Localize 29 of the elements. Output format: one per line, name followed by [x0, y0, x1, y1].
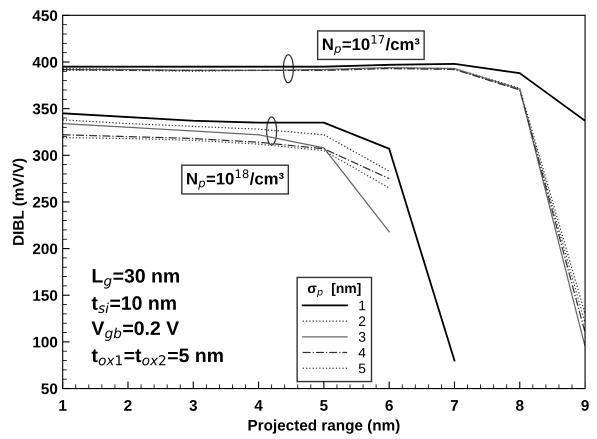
- x-tick-label: 3: [189, 400, 197, 411]
- annotation: N$_{p}$=10$^{18}$/cm³: [187, 169, 284, 190]
- y-tick-label: 100: [33, 336, 58, 348]
- legend-title: σ$_{p}$ [nm]: [308, 282, 361, 298]
- legend-label: 5: [358, 364, 366, 374]
- legend-label: 4: [358, 348, 366, 358]
- y-tick-label: 50: [41, 383, 58, 394]
- x-tick-label: 8: [516, 400, 524, 411]
- legend-label: 1: [359, 300, 366, 310]
- x-tick-label: 6: [385, 400, 393, 411]
- annotation: N$_{p}$=10$^{17}$/cm³: [322, 35, 420, 56]
- y-tick-label: 450: [32, 10, 58, 22]
- x-tick-label: 9: [581, 400, 589, 411]
- x-tick-label: 5: [320, 400, 328, 411]
- text: L$_{g}$=30 nm t$_{si}$=10 nm V$_{gb}$=0.2 V t$_{ox1}$=t$_{ox2}$=5 nm: [92, 268, 223, 366]
- y-tick-label: 200: [32, 243, 58, 254]
- y-tick-label: 300: [32, 150, 58, 162]
- x-tick-label: 7: [450, 400, 458, 411]
- x-axis-title: Projected range (nm): [248, 419, 400, 434]
- y-tick-label: 350: [32, 104, 58, 114]
- x-tick-label: 4: [254, 400, 263, 411]
- y-tick-label: 250: [32, 196, 58, 208]
- x-tick-label: 1: [59, 400, 67, 411]
- y-tick-label: 400: [32, 56, 58, 68]
- legend-label: 2: [358, 316, 366, 326]
- y-tick-label: 150: [33, 290, 58, 301]
- legend-label: 3: [358, 332, 366, 342]
- y-axis-title: DIBL (mV/V): [12, 158, 27, 245]
- x-tick-label: 2: [124, 400, 132, 411]
